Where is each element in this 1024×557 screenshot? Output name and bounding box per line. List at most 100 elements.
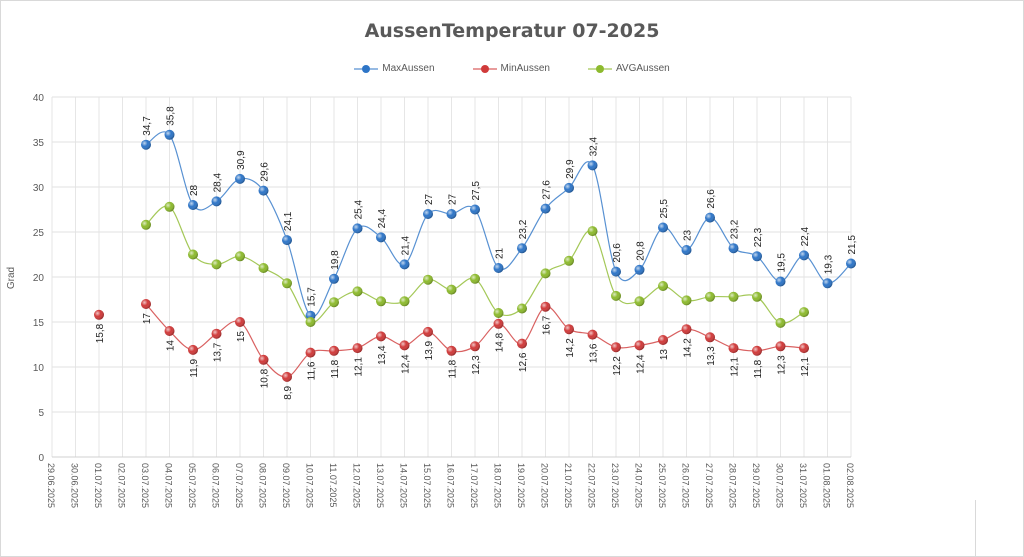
data-point-shine bbox=[540, 301, 551, 312]
legend-label: MinAussen bbox=[500, 63, 550, 74]
data-point-shine bbox=[399, 296, 410, 307]
data-label: 12,1 bbox=[354, 357, 365, 377]
data-label: 21,4 bbox=[401, 235, 412, 255]
data-point-shine bbox=[470, 204, 480, 215]
data-point-shine bbox=[775, 341, 786, 352]
data-label: 20,6 bbox=[612, 243, 623, 263]
x-tick-label: 04.07.2025 bbox=[164, 463, 174, 508]
x-tick-label: 11.07.2025 bbox=[328, 463, 338, 507]
x-tick-label: 03.07.2025 bbox=[140, 463, 150, 508]
y-tick-label: 20 bbox=[33, 273, 45, 284]
data-point-shine bbox=[282, 235, 292, 246]
data-label: 12,2 bbox=[612, 356, 623, 376]
data-label: 15,8 bbox=[95, 323, 106, 343]
x-tick-label: 29.07.2025 bbox=[751, 463, 761, 508]
x-tick-label: 29.06.2025 bbox=[46, 463, 56, 508]
data-label: 11,6 bbox=[307, 361, 318, 380]
data-point-shine bbox=[470, 273, 480, 284]
data-point-shine bbox=[846, 258, 856, 269]
data-label: 30,9 bbox=[236, 150, 247, 170]
data-point-shine bbox=[282, 278, 292, 289]
data-point-shine bbox=[376, 232, 386, 243]
data-point-shine bbox=[587, 226, 598, 237]
data-point-shine bbox=[376, 331, 386, 342]
data-label: 12,6 bbox=[518, 352, 529, 372]
data-point-shine bbox=[211, 328, 222, 339]
data-label: 25,5 bbox=[659, 199, 670, 219]
data-point-shine bbox=[188, 249, 198, 260]
data-label: 25,4 bbox=[354, 199, 365, 219]
x-tick-label: 02.08.2025 bbox=[845, 463, 855, 508]
x-tick-label: 22.07.2025 bbox=[587, 463, 597, 508]
data-label: 24,1 bbox=[283, 211, 294, 231]
data-label: 19,3 bbox=[824, 254, 835, 274]
data-label: 13,9 bbox=[424, 340, 435, 360]
data-point-shine bbox=[329, 273, 339, 284]
data-label: 20,8 bbox=[636, 241, 647, 261]
data-label: 27 bbox=[448, 193, 459, 205]
data-point-shine bbox=[446, 209, 457, 219]
data-point-shine bbox=[705, 212, 715, 223]
data-point-shine bbox=[141, 219, 151, 230]
data-label: 29,9 bbox=[565, 159, 576, 179]
legend-item-max: MaxAussen bbox=[354, 63, 435, 74]
data-label: 32,4 bbox=[589, 136, 600, 156]
data-point-shine bbox=[493, 318, 504, 329]
data-label: 27,6 bbox=[542, 180, 553, 200]
data-point-shine bbox=[728, 343, 739, 354]
data-label: 12,3 bbox=[471, 355, 482, 375]
data-point-shine bbox=[493, 263, 504, 273]
x-tick-label: 08.07.2025 bbox=[258, 463, 268, 508]
data-label: 17 bbox=[142, 313, 153, 325]
y-tick-label: 15 bbox=[33, 318, 45, 329]
legend: MaxAussen MinAussen AVGAussen bbox=[0, 63, 1024, 74]
data-point-shine bbox=[517, 243, 527, 254]
data-point-shine bbox=[329, 345, 339, 356]
data-point-shine bbox=[164, 326, 175, 336]
data-label: 26,6 bbox=[706, 189, 717, 209]
data-point-shine bbox=[564, 255, 574, 266]
legend-marker-avg bbox=[587, 64, 612, 73]
y-tick-label: 10 bbox=[33, 363, 45, 374]
data-point-shine bbox=[352, 343, 363, 354]
data-label: 14 bbox=[166, 340, 177, 352]
data-point-shine bbox=[446, 345, 457, 356]
data-label: 23,2 bbox=[518, 219, 529, 239]
x-tick-label: 06.07.2025 bbox=[211, 463, 221, 508]
data-point-shine bbox=[493, 308, 504, 318]
x-tick-label: 28.07.2025 bbox=[728, 463, 738, 508]
data-point-shine bbox=[423, 326, 433, 337]
x-tick-label: 13.07.2025 bbox=[375, 463, 385, 508]
data-label: 14,2 bbox=[683, 338, 694, 358]
data-point-shine bbox=[376, 296, 386, 307]
legend-item-min: MinAussen bbox=[472, 63, 550, 74]
data-point-shine bbox=[258, 263, 269, 273]
data-label: 15 bbox=[236, 331, 247, 343]
x-tick-label: 16.07.2025 bbox=[446, 463, 456, 508]
data-label: 22,3 bbox=[753, 227, 764, 247]
data-point-shine bbox=[399, 340, 410, 351]
data-label: 10,8 bbox=[260, 368, 271, 388]
x-tick-label: 24.07.2025 bbox=[634, 463, 644, 508]
y-tick-label: 35 bbox=[33, 138, 45, 149]
y-tick-label: 30 bbox=[33, 183, 45, 194]
data-point-shine bbox=[705, 332, 715, 343]
legend-marker-min bbox=[472, 64, 497, 73]
data-point-shine bbox=[235, 173, 245, 184]
data-point-shine bbox=[305, 347, 316, 358]
data-label: 15,7 bbox=[307, 287, 318, 307]
plot-layer: 0 5 10 15 20 25 30 35 40 29.06.2025 30.06.2025 01.0… bbox=[33, 93, 858, 508]
data-point-shine bbox=[658, 222, 668, 233]
data-label: 14,2 bbox=[565, 338, 576, 358]
data-label: 28,4 bbox=[213, 172, 224, 192]
data-label: 27 bbox=[424, 193, 435, 205]
data-point-shine bbox=[587, 160, 598, 171]
data-label: 23,2 bbox=[730, 219, 741, 239]
data-point-shine bbox=[470, 341, 480, 352]
data-point-shine bbox=[752, 345, 762, 356]
data-point-shine bbox=[211, 259, 222, 270]
data-point-shine bbox=[517, 338, 527, 349]
data-label: 19,8 bbox=[330, 250, 341, 270]
data-point-shine bbox=[658, 281, 668, 291]
x-tick-label: 01.08.2025 bbox=[822, 463, 832, 508]
